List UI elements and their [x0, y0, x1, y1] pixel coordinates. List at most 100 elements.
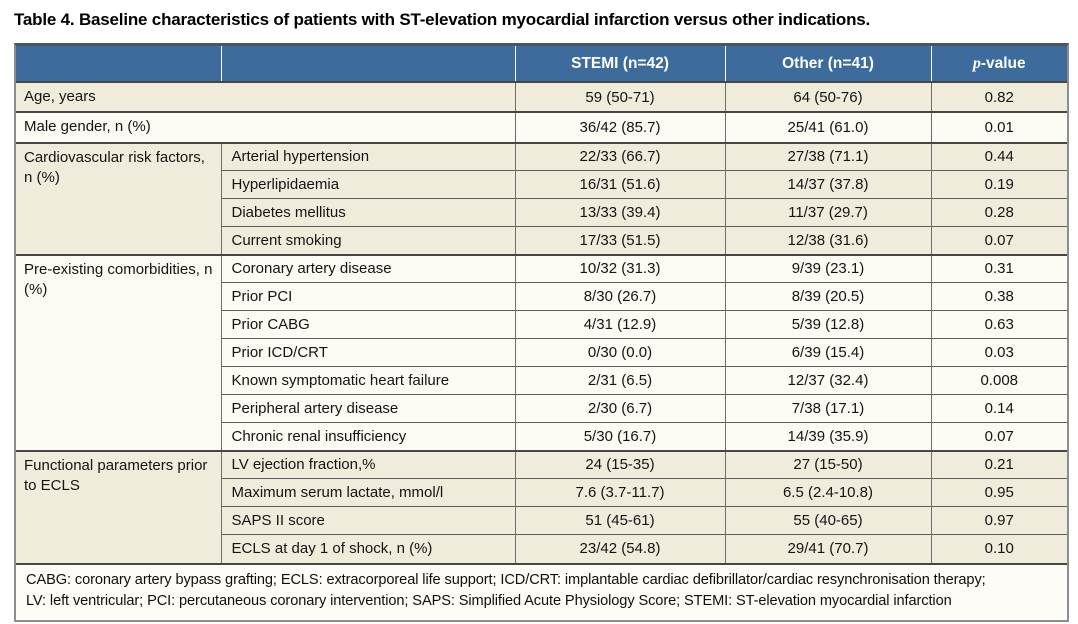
abbreviations-footnote: CABG: coronary artery bypass grafting; E…: [16, 562, 1067, 621]
row-sub-label: Prior CABG: [220, 310, 515, 339]
stemi-value-cell: 4/31 (12.9): [514, 310, 725, 339]
table-row: Current smoking 17/33 (51.5) 12/38 (31.6) 0…: [16, 226, 1067, 255]
footnote-line-2: LV: left ventricular; PCI: percutaneous …: [26, 593, 952, 610]
row-group-label: Cardiovascular risk factors, n (%): [16, 141, 221, 255]
pvalue-cell: 0.82: [930, 80, 1067, 113]
table-header: STEMI (n=42) Other (n=41) p-value: [16, 46, 1067, 82]
table-row: ECLS at day 1 of shock, n (%) 23/42 (54.8…: [16, 534, 1067, 563]
table-row: Peripheral artery disease 2/30 (6.7) 7/38 …: [16, 394, 1067, 423]
pvalue-cell: 0.14: [930, 394, 1067, 423]
table-body: Age, years 59 (50-71) 64 (50-76) 0.82 Male g…: [16, 80, 1067, 563]
other-value-cell: 14/39 (35.9): [724, 422, 931, 451]
row-group-label: Pre-existing comorbidities, n (%): [16, 253, 221, 451]
row-group-label: Age, years: [16, 80, 515, 113]
row-group-label: Functional parameters prior to ECLS: [16, 449, 221, 563]
stemi-value-cell: 2/31 (6.5): [514, 366, 725, 395]
pvalue-cell: 0.07: [930, 226, 1067, 255]
stemi-value-cell: 7.6 (3.7-11.7): [514, 478, 725, 507]
row-sub-label: Coronary artery disease: [220, 253, 515, 283]
pvalue-italic-p: p: [972, 54, 981, 72]
stemi-value-cell: 22/33 (66.7): [514, 141, 725, 171]
other-value-cell: 25/41 (61.0): [724, 111, 931, 143]
other-value-cell: 7/38 (17.1): [724, 394, 931, 423]
pvalue-cell: 0.07: [930, 422, 1067, 451]
pvalue-cell: 0.03: [930, 338, 1067, 367]
row-sub-label: Prior PCI: [220, 282, 515, 311]
header-row: STEMI (n=42) Other (n=41) p-value: [16, 46, 1067, 82]
stemi-value-cell: 8/30 (26.7): [514, 282, 725, 311]
other-value-cell: 6.5 (2.4-10.8): [724, 478, 931, 507]
stemi-value-cell: 17/33 (51.5): [514, 226, 725, 255]
table-row: Pre-existing comorbidities, n (%) Coronar…: [16, 253, 1067, 451]
pvalue-cell: 0.008: [930, 366, 1067, 395]
pvalue-cell: 0.31: [930, 253, 1067, 283]
other-value-cell: 14/37 (37.8): [724, 170, 931, 199]
row-sub-label: Hyperlipidaemia: [220, 170, 515, 199]
table-row: Prior ICD/CRT 0/30 (0.0) 6/39 (15.4) 0.03: [16, 338, 1067, 367]
row-sub-label: Current smoking: [220, 226, 515, 255]
stemi-value-cell: 59 (50-71): [514, 80, 725, 113]
table-row: Maximum serum lactate, mmol/l 7.6 (3.7-11…: [16, 478, 1067, 507]
row-sub-label: Diabetes mellitus: [220, 198, 515, 227]
stemi-value-cell: 16/31 (51.6): [514, 170, 725, 199]
table-row: SAPS II score 51 (45-61) 55 (40-65) 0.97: [16, 506, 1067, 535]
table-row: Functional parameters prior to ECLS LV ej…: [16, 449, 1067, 563]
row-group-label: Male gender, n (%): [16, 111, 515, 143]
table-row: Prior PCI 8/30 (26.7) 8/39 (20.5) 0.38: [16, 282, 1067, 311]
table-row: Prior CABG 4/31 (12.9) 5/39 (12.8) 0.63: [16, 310, 1067, 339]
other-value-cell: 11/37 (29.7): [724, 198, 931, 227]
header-other-column: Other (n=41): [724, 46, 931, 82]
header-stemi-column: STEMI (n=42): [514, 46, 725, 82]
table-row: Chronic renal insufficiency 5/30 (16.7) 14…: [16, 422, 1067, 451]
pvalue-cell: 0.38: [930, 282, 1067, 311]
pvalue-cell: 0.19: [930, 170, 1067, 199]
row-sub-label: SAPS II score: [220, 506, 515, 535]
header-sub-column: [220, 46, 515, 82]
table-row: Known symptomatic heart failure 2/31 (6.5…: [16, 366, 1067, 395]
pvalue-rest: -value: [980, 54, 1026, 72]
table-container: STEMI (n=42) Other (n=41) p-value Age, y…: [14, 43, 1069, 623]
pvalue-cell: 0.63: [930, 310, 1067, 339]
other-value-cell: 8/39 (20.5): [724, 282, 931, 311]
stemi-value-cell: 2/30 (6.7): [514, 394, 725, 423]
other-value-cell: 6/39 (15.4): [724, 338, 931, 367]
pvalue-cell: 0.28: [930, 198, 1067, 227]
table-row: Hyperlipidaemia 16/31 (51.6) 14/37 (37.8) 0…: [16, 170, 1067, 199]
pvalue-cell: 0.95: [930, 478, 1067, 507]
stemi-value-cell: 5/30 (16.7): [514, 422, 725, 451]
other-value-cell: 12/37 (32.4): [724, 366, 931, 395]
row-sub-label: Known symptomatic heart failure: [220, 366, 515, 395]
pvalue-cell: 0.10: [930, 534, 1067, 563]
row-sub-label: LV ejection fraction,%: [220, 449, 515, 479]
table-row: Cardiovascular risk factors, n (%) Arteri…: [16, 141, 1067, 255]
row-sub-label: Arterial hypertension: [220, 141, 515, 171]
pvalue-cell: 0.01: [930, 111, 1067, 143]
footnote-line-1: CABG: coronary artery bypass grafting; E…: [26, 571, 986, 588]
table-row: Diabetes mellitus 13/33 (39.4) 11/37 (29.7…: [16, 198, 1067, 227]
stemi-value-cell: 51 (45-61): [514, 506, 725, 535]
header-pvalue-column: p-value: [930, 46, 1067, 82]
stemi-value-cell: 0/30 (0.0): [514, 338, 725, 367]
other-value-cell: 5/39 (12.8): [724, 310, 931, 339]
other-value-cell: 64 (50-76): [724, 80, 931, 113]
other-value-cell: 12/38 (31.6): [724, 226, 931, 255]
stemi-value-cell: 13/33 (39.4): [514, 198, 725, 227]
row-sub-label: Maximum serum lactate, mmol/l: [220, 478, 515, 507]
pvalue-cell: 0.44: [930, 141, 1067, 171]
baseline-characteristics-table: STEMI (n=42) Other (n=41) p-value Age, y…: [16, 46, 1067, 563]
row-sub-label: ECLS at day 1 of shock, n (%): [220, 534, 515, 563]
row-sub-label: Peripheral artery disease: [220, 394, 515, 423]
other-value-cell: 27/38 (71.1): [724, 141, 931, 171]
other-value-cell: 29/41 (70.7): [724, 534, 931, 563]
row-sub-label: Prior ICD/CRT: [220, 338, 515, 367]
table-row: Male gender, n (%) 36/42 (85.7) 25/41 (61.…: [16, 111, 1067, 143]
other-value-cell: 9/39 (23.1): [724, 253, 931, 283]
pvalue-cell: 0.21: [930, 449, 1067, 479]
stemi-value-cell: 10/32 (31.3): [514, 253, 725, 283]
stemi-value-cell: 36/42 (85.7): [514, 111, 725, 143]
pvalue-cell: 0.97: [930, 506, 1067, 535]
header-group-column: [16, 46, 221, 82]
stemi-value-cell: 24 (15-35): [514, 449, 725, 479]
table-title: Table 4. Baseline characteristics of pat…: [14, 10, 871, 29]
